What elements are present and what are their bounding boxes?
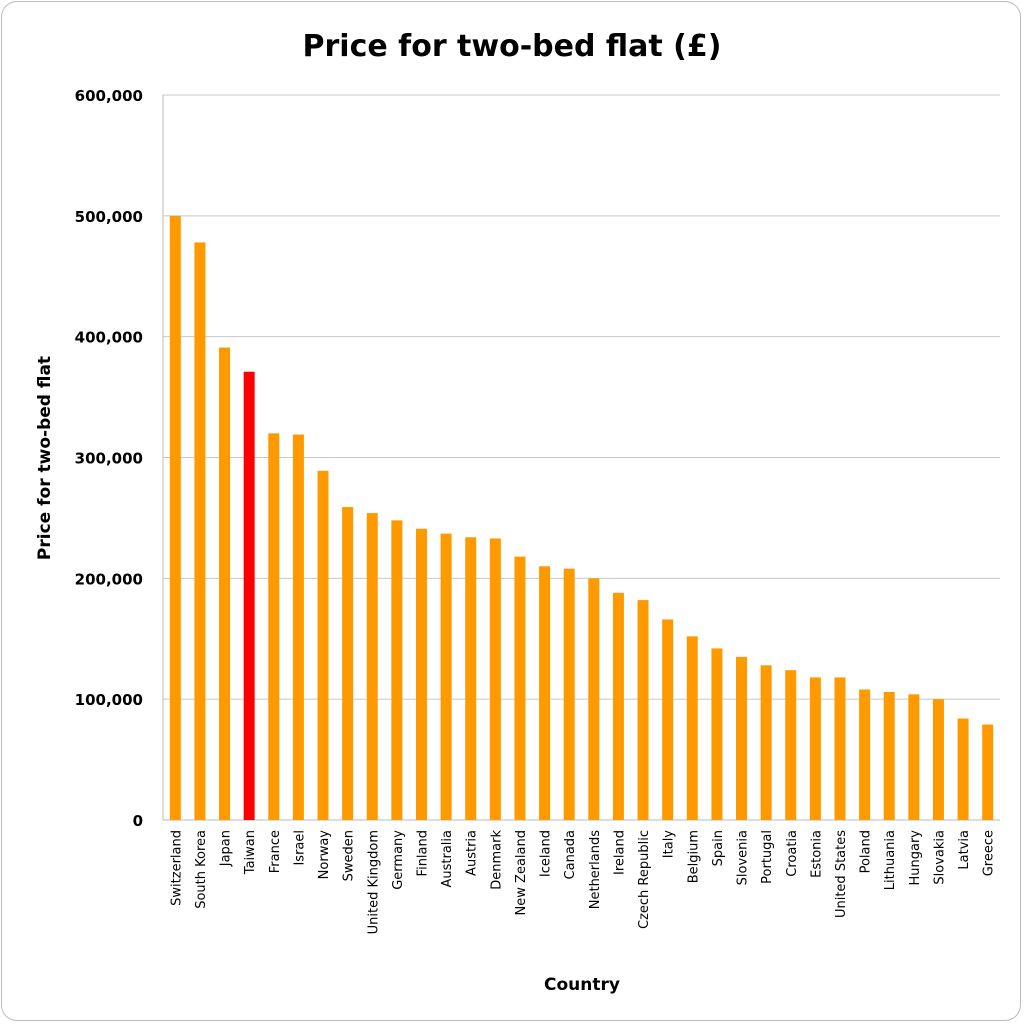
x-tick-label: Australia — [440, 830, 455, 888]
y-tick-label: 600,000 — [75, 87, 143, 105]
y-tick-label: 300,000 — [75, 450, 143, 468]
x-tick-label: Sweden — [342, 830, 357, 881]
x-tick-label: Italy — [662, 830, 677, 859]
bar-canada — [563, 568, 575, 820]
bar-slovakia — [932, 699, 944, 820]
x-tick-label: Austria — [465, 830, 480, 876]
chart-title: Price for two-bed flat (£) — [303, 29, 722, 64]
gridlines — [162, 94, 1000, 821]
bar-germany — [391, 520, 403, 820]
x-tick-label: South Korea — [194, 830, 209, 909]
x-tick-label: Denmark — [489, 830, 504, 890]
bars — [169, 215, 994, 821]
y-tick-label: 100,000 — [75, 691, 143, 709]
bar-portugal — [760, 665, 772, 820]
bar-spain — [711, 648, 723, 820]
x-tick-label: Portugal — [760, 830, 775, 884]
bar-finland — [415, 528, 427, 820]
bar-united-states — [834, 677, 846, 820]
y-tick-label: 500,000 — [75, 208, 143, 226]
x-tick-label: Finland — [415, 830, 430, 876]
x-tick-label: Slovakia — [932, 830, 947, 885]
x-tick-label: Hungary — [908, 830, 923, 886]
bar-denmark — [489, 538, 501, 820]
bar-estonia — [809, 677, 821, 820]
x-tick-label: Croatia — [785, 830, 800, 877]
bar-poland — [859, 689, 871, 820]
bar-croatia — [785, 670, 797, 820]
x-tick-label: Greece — [982, 830, 997, 876]
bar-iceland — [539, 566, 551, 820]
x-tick-label: United Kingdom — [366, 830, 381, 934]
x-axis-label: Country — [544, 975, 620, 995]
x-tick-label: Slovenia — [736, 830, 751, 885]
bar-israel — [292, 434, 304, 820]
x-tick-label: Czech Republic — [637, 830, 652, 929]
x-tick-label: Lithuania — [883, 830, 898, 890]
x-tick-label: Switzerland — [169, 830, 184, 906]
x-axis-ticks: Switzerland South Korea Japan Taiwan France I… — [169, 830, 996, 935]
bar-france — [268, 433, 280, 820]
y-axis-ticks: 0 100,000 200,000 300,000 400,000 500,000 600,… — [75, 87, 143, 830]
bar-czech-republic — [637, 600, 649, 820]
y-tick-label: 0 — [133, 812, 143, 830]
x-tick-label: Israel — [292, 830, 307, 866]
bar-italy — [662, 619, 674, 820]
bar-slovenia — [736, 656, 748, 820]
x-tick-label: Canada — [563, 830, 578, 879]
bar-norway — [317, 470, 329, 820]
bar-switzerland — [169, 215, 181, 821]
x-tick-label: Netherlands — [588, 830, 603, 909]
x-tick-label: Estonia — [809, 830, 824, 878]
x-tick-label: Germany — [391, 830, 406, 890]
x-tick-label: France — [268, 830, 283, 873]
bar-japan — [219, 347, 231, 820]
x-tick-label: Taiwan — [243, 830, 258, 875]
bar-sweden — [342, 507, 354, 820]
bar-ireland — [612, 592, 624, 820]
bar-hungary — [908, 694, 920, 820]
y-tick-label: 400,000 — [75, 329, 143, 347]
x-tick-label: Japan — [219, 830, 234, 867]
bar-belgium — [686, 636, 698, 820]
bar-new-zealand — [514, 556, 526, 820]
bar-australia — [440, 533, 452, 820]
bar-united-kingdom — [366, 513, 378, 820]
x-tick-label: Belgium — [686, 830, 701, 883]
bar-netherlands — [588, 578, 600, 820]
x-tick-label: Spain — [711, 830, 726, 866]
bar-taiwan — [243, 371, 255, 820]
x-tick-label: United States — [834, 830, 849, 918]
x-tick-label: Poland — [859, 830, 874, 873]
bar-lithuania — [883, 691, 895, 820]
x-tick-label: Latvia — [957, 830, 972, 870]
x-tick-label: Ireland — [612, 830, 627, 875]
y-tick-label: 200,000 — [75, 570, 143, 588]
y-axis-label: Price for two-bed flat — [35, 356, 55, 560]
x-tick-label: Norway — [317, 830, 332, 880]
bar-austria — [465, 537, 477, 820]
bar-latvia — [957, 718, 969, 820]
bar-south-korea — [194, 242, 206, 820]
x-tick-label: New Zealand — [514, 830, 529, 915]
x-tick-label: Iceland — [539, 830, 554, 877]
bar-greece — [982, 724, 994, 820]
